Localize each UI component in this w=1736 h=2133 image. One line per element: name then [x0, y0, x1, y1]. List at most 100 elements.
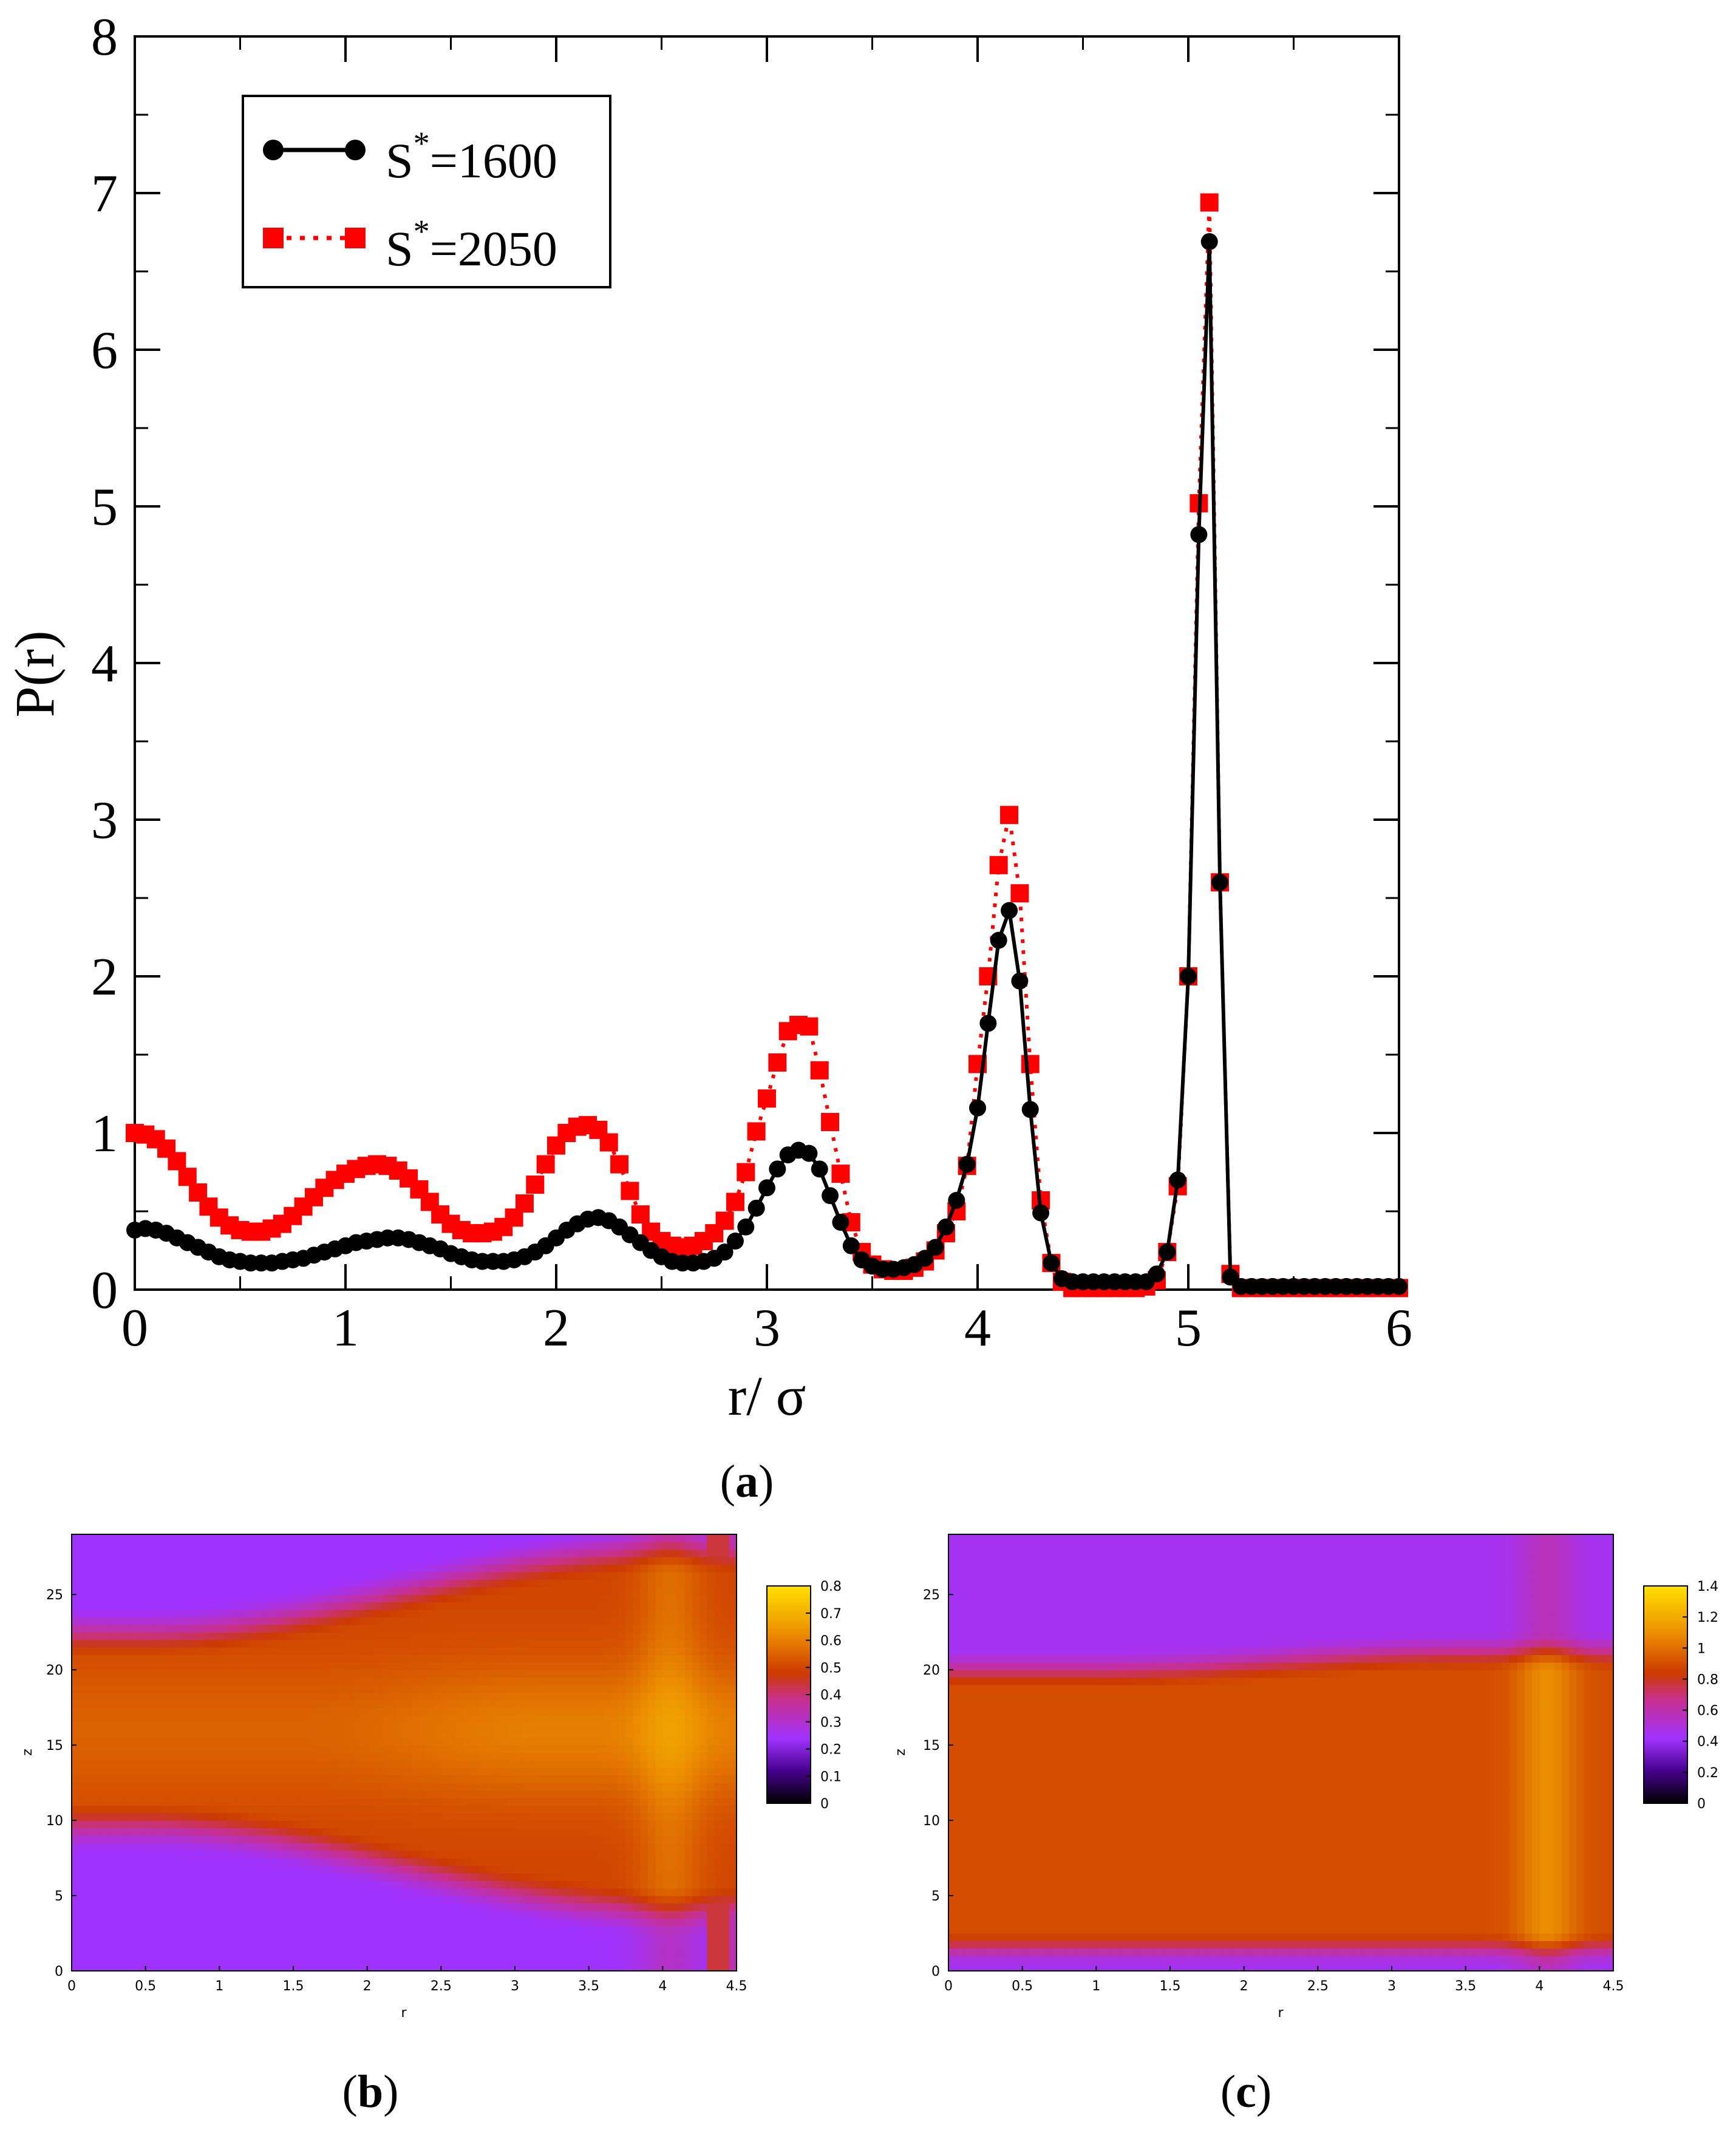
heatmap-cell [596, 1677, 604, 1686]
heatmap-cell [338, 1662, 345, 1670]
heatmap-cell [655, 1639, 663, 1648]
heatmap-cell [72, 1737, 80, 1746]
heatmap-cell [625, 1722, 634, 1730]
heatmap-cell [389, 1730, 397, 1738]
heatmap-cell [152, 1918, 161, 1927]
heatmap-cell [463, 1579, 471, 1588]
heatmap-cell [308, 1880, 316, 1889]
series-2050-point [1000, 806, 1019, 825]
heatmap-cell [241, 1609, 250, 1618]
heatmap-cell [559, 1925, 567, 1934]
heatmap-cell [389, 1858, 397, 1866]
heatmap-cell [152, 1707, 161, 1716]
heatmap-cell [404, 1549, 412, 1557]
heatmap-cell [182, 1534, 191, 1542]
heatmap-cell [418, 1948, 427, 1956]
heatmap-cell [168, 1639, 175, 1648]
heatmap-cell [293, 1609, 301, 1618]
heatmap-cell [94, 1880, 102, 1889]
heatmap-cell [478, 1557, 486, 1565]
heatmap-cell [308, 1805, 316, 1814]
heatmap-cell [86, 1602, 95, 1610]
heatmap-cell [411, 1941, 420, 1949]
heatmap-cell [322, 1843, 331, 1851]
heatmap-cell [640, 1941, 648, 1949]
heatmap-cell [219, 1594, 228, 1603]
heatmap-cell [367, 1925, 375, 1934]
heatmap-cell [633, 1910, 641, 1919]
heatmap-cell [352, 1903, 361, 1911]
heatmap-cell [367, 1722, 375, 1730]
heatmap-cell [338, 1752, 345, 1761]
heatmap-cell [567, 1767, 574, 1776]
heatmap-cell [352, 1760, 361, 1768]
heatmap-cell [559, 1783, 567, 1791]
heatmap-cell [352, 1775, 361, 1783]
heatmap-cell [633, 1534, 641, 1542]
heatmap-cell [559, 1835, 567, 1843]
heatmap-cell [359, 1805, 368, 1814]
heatmap-cell [197, 1722, 205, 1730]
heatmap-cell [189, 1684, 198, 1693]
heatmap-cell [293, 1542, 301, 1550]
heatmap-cell [463, 1684, 471, 1693]
heatmap-cell [618, 1655, 627, 1663]
heatmap-cell [574, 1910, 582, 1919]
heatmap-cell [359, 1873, 368, 1881]
heatmap-cell [205, 1865, 213, 1874]
heatmap-cell [123, 1873, 131, 1881]
heatmap-cell [515, 1843, 523, 1851]
heatmap-cell [633, 1925, 641, 1934]
heatmap-cell [189, 1677, 198, 1686]
x-tick-label: 5 [1175, 1299, 1202, 1358]
heatmap-cell [471, 1617, 478, 1625]
heatmap-cell [101, 1941, 109, 1949]
heatmap-cell [219, 1775, 228, 1783]
heatmap-cell [411, 1677, 420, 1686]
heatmap-cell [249, 1609, 257, 1618]
heatmap-cell [249, 1571, 257, 1580]
heatmap-cell [249, 1873, 257, 1881]
heatmap-cell [588, 1602, 597, 1610]
heatmap-cell [256, 1670, 264, 1678]
heatmap-cell [551, 1805, 560, 1814]
heatmap-cell [551, 1752, 560, 1761]
heatmap-cell [212, 1963, 220, 1971]
heatmap-cell [226, 1820, 235, 1829]
heatmap-cell [397, 1835, 405, 1843]
heatmap-cell [507, 1828, 516, 1836]
heatmap-cell [94, 1925, 102, 1934]
heatmap-cell [131, 1692, 139, 1701]
heatmap-cell [108, 1880, 117, 1889]
heatmap-cell [123, 1850, 131, 1859]
heatmap-cell [434, 1745, 441, 1754]
heatmap-cell [485, 1752, 494, 1761]
heatmap-cell [588, 1941, 597, 1949]
heatmap-cell [604, 1692, 611, 1701]
heatmap-cell [434, 1896, 441, 1904]
heatmap-cell [131, 1684, 139, 1693]
heatmap-cell [285, 1903, 294, 1911]
heatmap-cell [86, 1670, 95, 1678]
heatmap-cell [478, 1812, 486, 1821]
heatmap-cell [145, 1594, 154, 1603]
heatmap-cell [574, 1797, 582, 1806]
heatmap-cell [101, 1850, 109, 1859]
heatmap-cell [463, 1903, 471, 1911]
heatmap-cell [382, 1783, 390, 1791]
heatmap-cell [108, 1699, 117, 1708]
heatmap-cell [79, 1602, 87, 1610]
heatmap-cell [330, 1534, 338, 1542]
heatmap-cell [382, 1918, 390, 1927]
heatmap-cell [79, 1692, 87, 1701]
heatmap-cell [426, 1662, 434, 1670]
heatmap-cell [241, 1670, 250, 1678]
heatmap-cell [219, 1850, 228, 1859]
heatmap-cell [574, 1933, 582, 1942]
heatmap-cell [655, 1737, 663, 1746]
heatmap-cell [655, 1662, 663, 1670]
heatmap-cell [522, 1805, 530, 1814]
heatmap-cell [108, 1587, 117, 1595]
heatmap-cell [515, 1730, 523, 1738]
heatmap-cell [441, 1745, 449, 1754]
